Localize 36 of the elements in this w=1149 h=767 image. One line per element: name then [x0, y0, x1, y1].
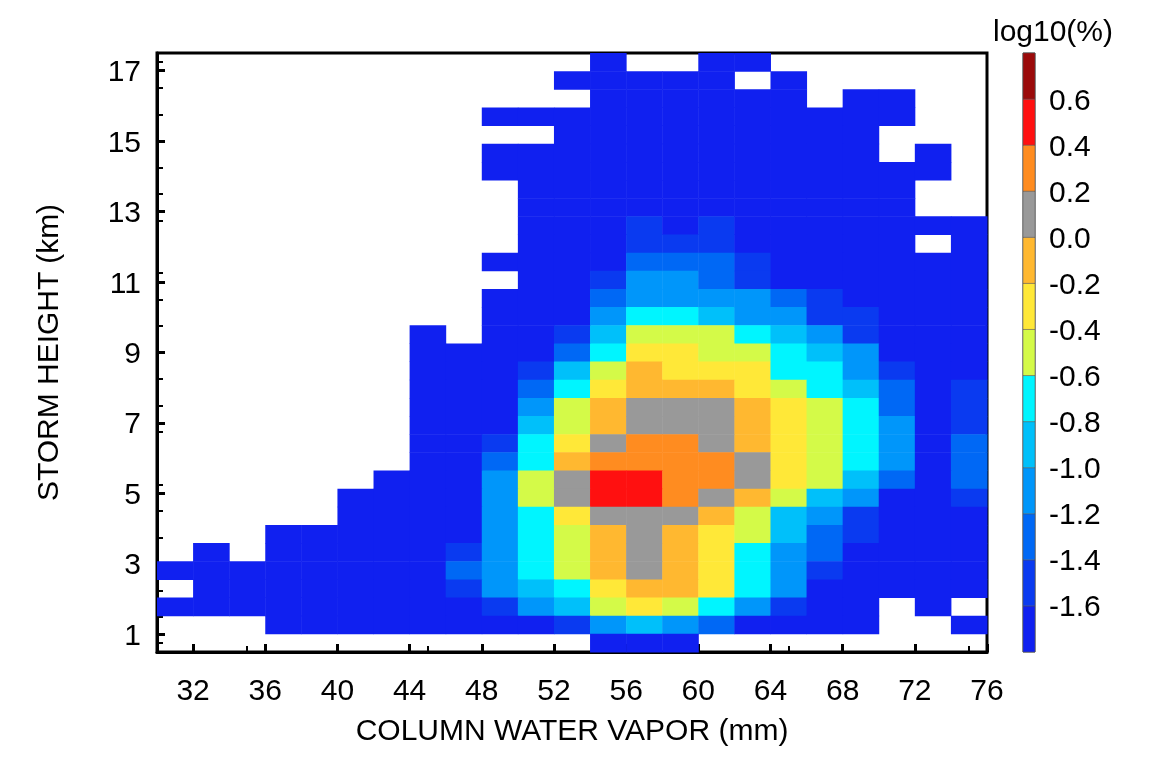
y-tick-label: 17	[107, 54, 141, 88]
x-tick-label: 52	[537, 672, 571, 706]
x-tick-label: 68	[825, 672, 860, 706]
y-tick-label: 11	[109, 265, 141, 299]
color-bar-label: 0.4	[1049, 128, 1091, 162]
color-bar-label: 0.0	[1049, 220, 1091, 254]
y-tick-label: 9	[124, 336, 141, 369]
x-tick-label: 56	[609, 672, 643, 706]
color-bar-label: -1.2	[1049, 497, 1101, 531]
x-tick-label: 64	[753, 672, 788, 706]
y-tick-label: 7	[124, 406, 141, 440]
x-tick-label: 44	[392, 672, 427, 706]
x-axis-title: COLUMN WATER VAPOR (mm)	[355, 712, 789, 746]
x-tick-label: 40	[320, 672, 355, 706]
y-axis-title: STORM HEIGHT (km)	[30, 203, 64, 502]
color-bar-label: -0.4	[1049, 312, 1101, 346]
color-bar-label: -0.8	[1049, 405, 1101, 439]
y-tick-label: 3	[124, 547, 141, 581]
y-tick-label: 1	[124, 617, 141, 651]
y-tick-label: 5	[124, 476, 141, 510]
color-bar-label: 0.6	[1049, 82, 1091, 116]
x-tick-label: 48	[465, 672, 499, 706]
y-tick-label: 15	[107, 124, 141, 158]
color-bar-label: -1.4	[1049, 543, 1101, 577]
color-bar-label: -0.2	[1049, 266, 1101, 300]
color-bar-label: -1.0	[1049, 451, 1101, 485]
x-tick-label: 76	[970, 672, 1004, 706]
x-tick-label: 72	[898, 672, 932, 706]
x-tick-label: 32	[176, 672, 210, 706]
color-bar-label: 0.2	[1049, 174, 1091, 208]
color-bar-label: -1.6	[1049, 589, 1101, 623]
y-tick-label: 13	[107, 195, 141, 229]
color-bar-title: log10(%)	[992, 13, 1114, 47]
x-tick-label: 60	[681, 672, 715, 706]
color-bar-label: -0.6	[1049, 359, 1101, 393]
x-tick-label: 36	[248, 672, 282, 706]
